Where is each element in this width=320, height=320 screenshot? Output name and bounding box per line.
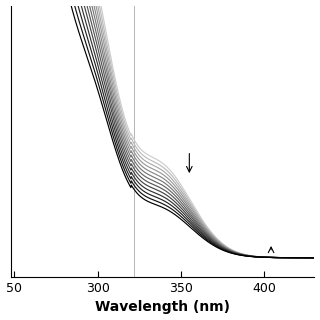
X-axis label: Wavelength (nm): Wavelength (nm) — [95, 300, 230, 315]
